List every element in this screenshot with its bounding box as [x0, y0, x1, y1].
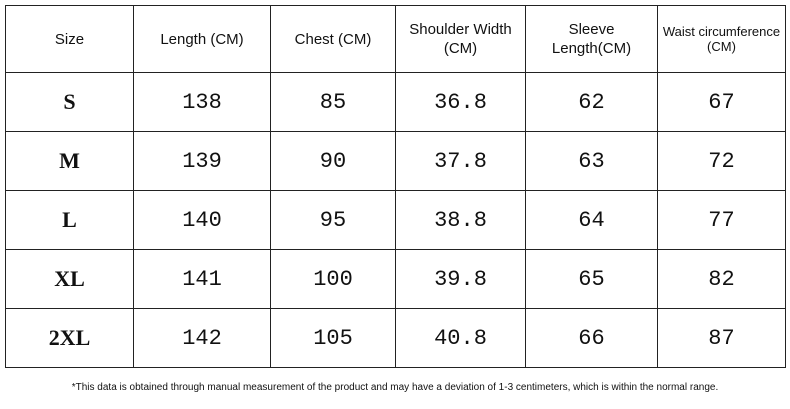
- value-cell: 36.8: [395, 72, 526, 132]
- value-cell: 62: [525, 72, 658, 132]
- table-row: S 138 85 36.8 62 67: [5, 72, 786, 132]
- footnote: *This data is obtained through manual me…: [71, 382, 719, 393]
- value-cell: 63: [525, 131, 658, 191]
- size-cell: XL: [5, 249, 134, 309]
- header-cell: Size: [5, 5, 134, 73]
- header-row: Size Length (CM) Chest (CM) Shoulder Width …: [5, 5, 786, 73]
- value-cell: 64: [525, 190, 658, 250]
- value-cell: 139: [133, 131, 271, 191]
- size-cell: 2XL: [5, 308, 134, 368]
- value-cell: 105: [270, 308, 396, 368]
- value-cell: 37.8: [395, 131, 526, 191]
- value-cell: 138: [133, 72, 271, 132]
- value-cell: 40.8: [395, 308, 526, 368]
- header-cell: Length (CM): [133, 5, 271, 73]
- size-cell: L: [5, 190, 134, 250]
- table-row: 2XL 142 105 40.8 66 87: [5, 308, 786, 368]
- header-cell: Shoulder Width (CM): [395, 5, 526, 73]
- value-cell: 65: [525, 249, 658, 309]
- value-cell: 90: [270, 131, 396, 191]
- size-table: Size Length (CM) Chest (CM) Shoulder Width …: [5, 5, 786, 368]
- value-cell: 141: [133, 249, 271, 309]
- value-cell: 72: [657, 131, 786, 191]
- value-cell: 142: [133, 308, 271, 368]
- table-row: XL 141 100 39.8 65 82: [5, 249, 786, 309]
- table-body: S 138 85 36.8 62 67 M 139 90 37.8 63 72 L 140 95 38.8 64…: [5, 72, 786, 368]
- table-row: M 139 90 37.8 63 72: [5, 131, 786, 191]
- value-cell: 87: [657, 308, 786, 368]
- header-cell: Waist circumference (CM): [657, 5, 786, 73]
- size-cell: M: [5, 131, 134, 191]
- value-cell: 100: [270, 249, 396, 309]
- table-row: L 140 95 38.8 64 77: [5, 190, 786, 250]
- value-cell: 38.8: [395, 190, 526, 250]
- value-cell: 82: [657, 249, 786, 309]
- header-cell: Chest (CM): [270, 5, 396, 73]
- value-cell: 77: [657, 190, 786, 250]
- value-cell: 67: [657, 72, 786, 132]
- value-cell: 140: [133, 190, 271, 250]
- value-cell: 95: [270, 190, 396, 250]
- header-cell: Sleeve Length(CM): [525, 5, 658, 73]
- size-cell: S: [5, 72, 134, 132]
- value-cell: 85: [270, 72, 396, 132]
- value-cell: 66: [525, 308, 658, 368]
- value-cell: 39.8: [395, 249, 526, 309]
